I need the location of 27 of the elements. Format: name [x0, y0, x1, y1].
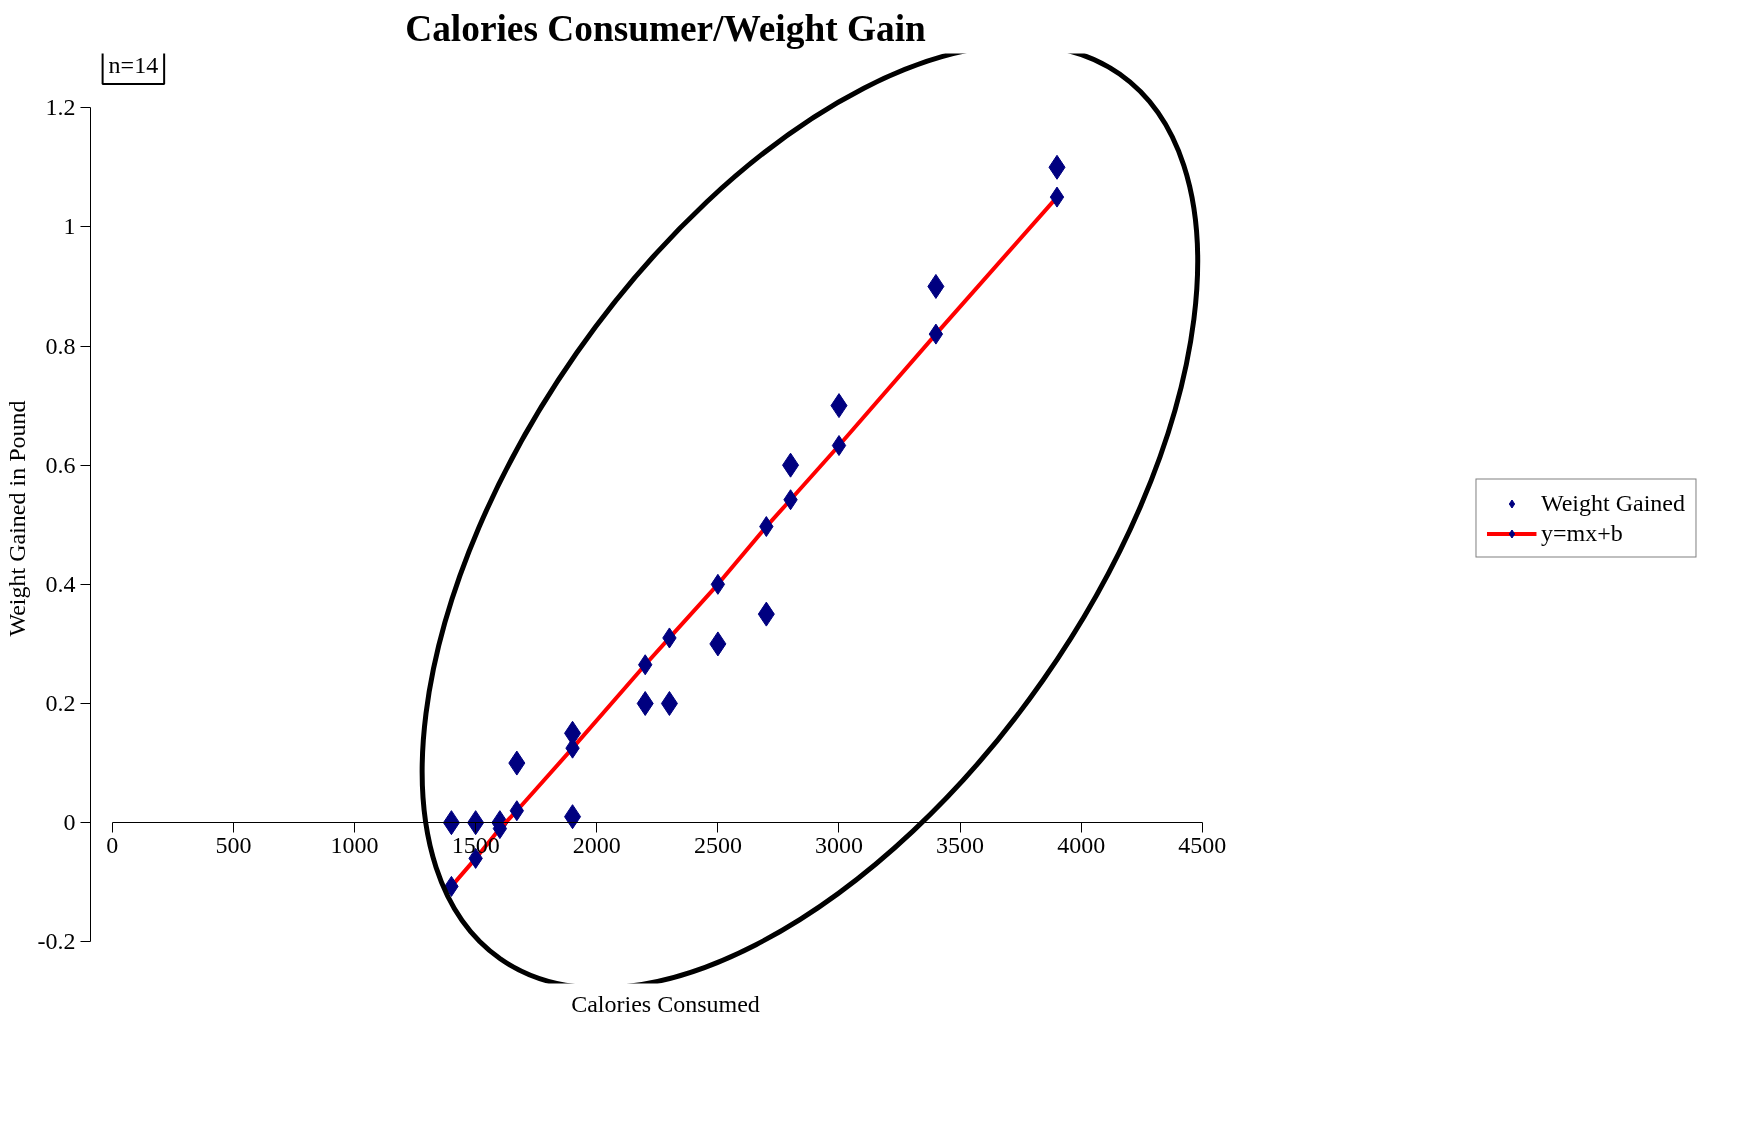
x-tick-label: 2000 [572, 831, 621, 858]
point [1049, 186, 1065, 208]
x-tick-label: 0 [106, 831, 119, 858]
x-tick-label: 3500 [936, 831, 985, 858]
x-tick-label: 500 [215, 831, 252, 858]
y-tick-label: 0.4 [45, 570, 76, 597]
y-tick-label: -0.2 [37, 928, 76, 955]
chart-title: Calories Consumer/Weight Gain [405, 7, 926, 49]
point [928, 323, 944, 345]
y-tick-label: 1 [63, 213, 76, 240]
point [710, 573, 726, 595]
x-tick-label: 4000 [1057, 831, 1106, 858]
y-tick-label: 0.8 [45, 332, 76, 359]
y-tick-label: 0.6 [45, 451, 76, 478]
y-tick-label: 0 [63, 809, 76, 836]
y-tick-label: 0.2 [45, 689, 76, 716]
y-axis-title: Weight Gained in Pound [3, 400, 30, 637]
x-tick-label: 2500 [693, 831, 742, 858]
x-tick-label: 4500 [1178, 831, 1227, 858]
x-tick-label: 3000 [815, 831, 863, 858]
legend-label: Weight Gained [1540, 489, 1686, 517]
point [831, 435, 847, 457]
x-tick-label: 1000 [330, 831, 379, 858]
text: n=14 [108, 51, 159, 78]
x-axis-title: Calories Consumed [571, 990, 760, 1017]
y-tick-label: 1.2 [45, 94, 76, 121]
legend-label: y=mx+b [1540, 519, 1623, 547]
